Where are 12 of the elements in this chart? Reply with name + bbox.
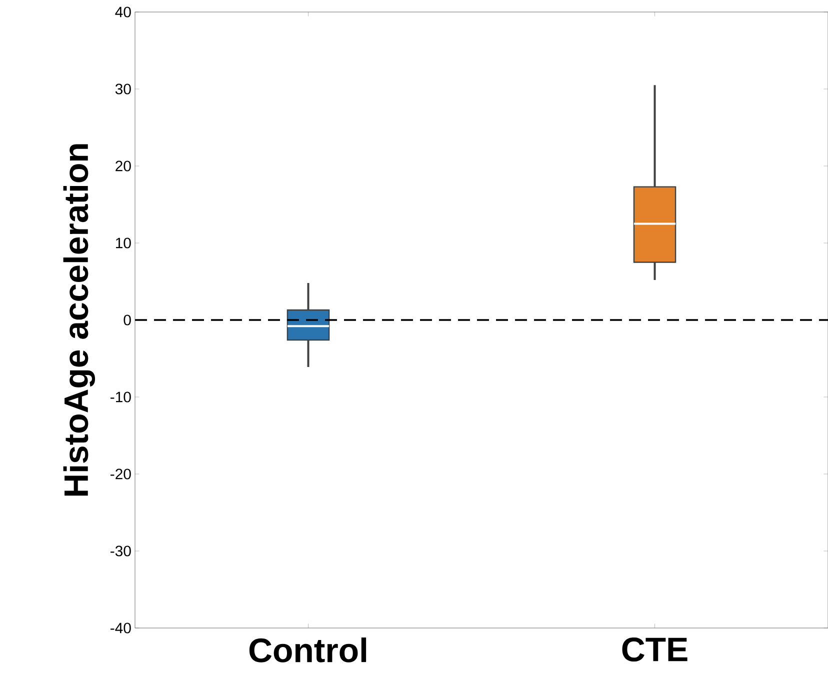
y-tick-label: -20 <box>110 468 131 480</box>
y-tick-label: 20 <box>116 160 131 172</box>
y-tick-label: 30 <box>115 84 131 94</box>
y-tick-label: 0 <box>124 314 131 326</box>
x-tick-label: Control <box>249 638 366 662</box>
y-tick-label: -30 <box>110 546 131 556</box>
x-tick-label: CTE <box>622 638 688 662</box>
y-tick-label: -40 <box>110 622 131 634</box>
y-axis-title: HistoAge acceleration <box>63 144 96 496</box>
y-tick-label: 40 <box>115 6 131 18</box>
y-tick-label: -10 <box>110 392 131 402</box>
y-tick-label: 10 <box>116 238 131 248</box>
